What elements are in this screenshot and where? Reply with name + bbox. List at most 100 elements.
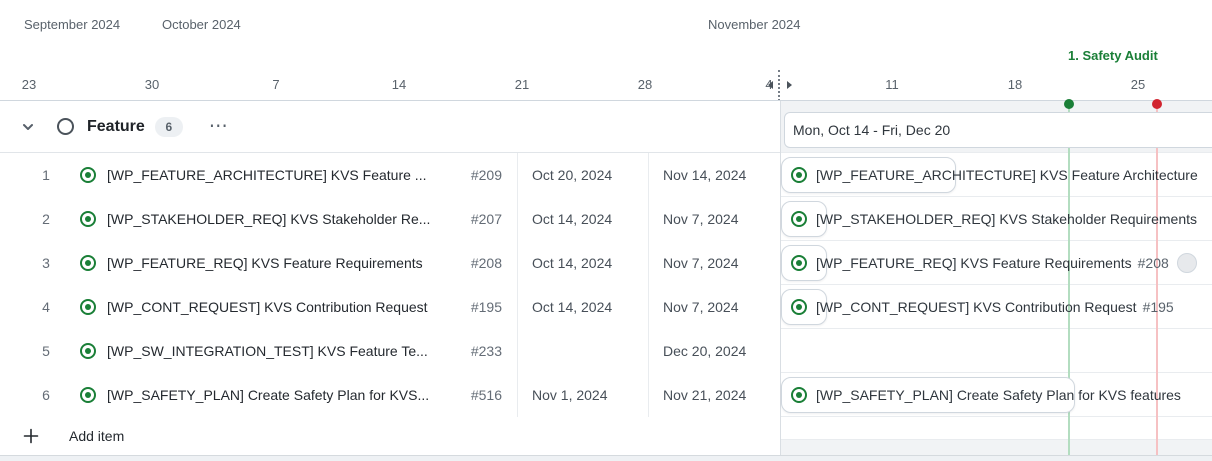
- issue-title[interactable]: [WP_FEATURE_REQ] KVS Feature Requirement…: [107, 255, 423, 271]
- row-main: 2 [WP_STAKEHOLDER_REQ] KVS Stakeholder R…: [0, 197, 517, 241]
- open-issue-icon: [80, 255, 96, 271]
- column-divider: [517, 153, 518, 417]
- chevron-down-icon: [23, 123, 33, 130]
- month-label: November 2024: [708, 17, 801, 32]
- issue-title[interactable]: [WP_SAFETY_PLAN] Create Safety Plan for …: [107, 387, 430, 403]
- date-tick: 30: [144, 77, 160, 92]
- timeline-row-divider: [781, 372, 1212, 373]
- add-item-row[interactable]: Add item: [0, 417, 780, 455]
- resize-dotted-line: [778, 70, 780, 101]
- start-date-cell[interactable]: [517, 329, 648, 373]
- timeline-bar-title: [WP_STAKEHOLDER_REQ] KVS Stakeholder Req…: [816, 211, 1198, 227]
- timeline-bar-title: [WP_CONT_REQUEST] KVS Contribution Reque…: [816, 299, 1137, 315]
- issue-title[interactable]: [WP_SW_INTEGRATION_TEST] KVS Feature Te.…: [107, 343, 428, 359]
- target-date-cell[interactable]: Nov 7, 2024: [663, 211, 739, 227]
- timeline-marker-dot-red[interactable]: [1152, 99, 1162, 109]
- target-date-cell[interactable]: Nov 14, 2024: [663, 167, 747, 183]
- start-date-cell[interactable]: Oct 14, 2024: [532, 299, 613, 315]
- table-row[interactable]: 3 [WP_FEATURE_REQ] KVS Feature Requireme…: [0, 241, 780, 286]
- timeline-bar[interactable]: [WP_FEATURE_REQ] KVS Feature Requirement…: [781, 245, 1197, 281]
- open-issue-icon: [80, 167, 96, 183]
- issue-number: #207: [470, 211, 502, 227]
- timeline-row-divider: [781, 152, 1212, 153]
- milestone-label: 1. Safety Audit: [1068, 48, 1158, 63]
- start-date-cell[interactable]: Oct 14, 2024: [532, 211, 613, 227]
- timeline-bar[interactable]: [WP_FEATURE_ARCHITECTURE] KVS Feature Ar…: [781, 157, 1198, 193]
- row-number: 1: [42, 167, 50, 183]
- plus-icon: [23, 428, 39, 444]
- row-number: 2: [42, 211, 50, 227]
- month-label: September 2024: [24, 17, 121, 32]
- row-number: 4: [42, 299, 50, 315]
- start-date-cell[interactable]: Oct 14, 2024: [532, 255, 613, 271]
- milestone-line-red: [1156, 104, 1158, 455]
- open-issue-icon: [791, 387, 807, 403]
- resize-right-arrow-icon: [787, 81, 792, 89]
- table-row[interactable]: 1 [WP_FEATURE_ARCHITECTURE] KVS Feature …: [0, 153, 780, 198]
- table-row[interactable]: 4 [WP_CONT_REQUEST] KVS Contribution Req…: [0, 285, 780, 330]
- timeline-pane: Mon, Oct 14 - Fri, Dec 20 [WP_FEATURE_AR…: [780, 0, 1212, 461]
- kebab-icon: ⋯: [208, 116, 228, 137]
- timeline-row-divider: [781, 240, 1212, 241]
- row-main: 1 [WP_FEATURE_ARCHITECTURE] KVS Feature …: [0, 153, 517, 197]
- timeline-bar-content: [WP_STAKEHOLDER_REQ] KVS Stakeholder Req…: [791, 202, 1197, 236]
- timeline-row-divider: [781, 328, 1212, 329]
- timeline-marker-dot-safety-audit[interactable]: [1064, 99, 1074, 109]
- group-menu-button[interactable]: ⋯: [205, 117, 232, 136]
- open-issue-icon: [80, 387, 96, 403]
- column-divider: [648, 153, 649, 417]
- issue-number: #208: [470, 255, 502, 271]
- table-row[interactable]: 2 [WP_STAKEHOLDER_REQ] KVS Stakeholder R…: [0, 197, 780, 242]
- timeline-bar-content: [WP_FEATURE_ARCHITECTURE] KVS Feature Ar…: [791, 158, 1198, 192]
- date-tick: 18: [1007, 77, 1023, 92]
- column-resize-handle-icon[interactable]: [767, 70, 793, 101]
- timeline-bar-title: [WP_SAFETY_PLAN] Create Safety Plan for …: [816, 387, 1181, 403]
- avatar: [1176, 253, 1197, 273]
- timeline-bar-issue-number: #195: [1142, 299, 1174, 315]
- date-tick: 11: [885, 77, 899, 92]
- open-issue-icon: [80, 343, 96, 359]
- collapse-group-button[interactable]: [16, 115, 40, 139]
- timeline-row-divider: [781, 416, 1212, 417]
- timeline-bar[interactable]: [WP_SAFETY_PLAN] Create Safety Plan for …: [781, 377, 1181, 413]
- open-issue-icon: [80, 299, 96, 315]
- timeline-bar[interactable]: [WP_CONT_REQUEST] KVS Contribution Reque…: [781, 289, 1174, 325]
- timeline-row-divider: [781, 196, 1212, 197]
- open-issue-icon: [791, 167, 807, 183]
- issue-title[interactable]: [WP_CONT_REQUEST] KVS Contribution Reque…: [107, 299, 428, 315]
- issue-title[interactable]: [WP_FEATURE_ARCHITECTURE] KVS Feature ..…: [107, 167, 427, 183]
- issue-number: #516: [470, 387, 502, 403]
- timeline-bar-content: [WP_SAFETY_PLAN] Create Safety Plan for …: [791, 378, 1181, 412]
- issue-title[interactable]: [WP_STAKEHOLDER_REQ] KVS Stakeholder Re.…: [107, 211, 431, 227]
- milestone-line-safety-audit: [1068, 104, 1070, 455]
- target-date-cell[interactable]: Nov 7, 2024: [663, 299, 739, 315]
- table-row[interactable]: 5 [WP_SW_INTEGRATION_TEST] KVS Feature T…: [0, 329, 780, 374]
- row-main: 5 [WP_SW_INTEGRATION_TEST] KVS Feature T…: [0, 329, 517, 373]
- row-number: 3: [42, 255, 50, 271]
- table-row[interactable]: 6 [WP_SAFETY_PLAN] Create Safety Plan fo…: [0, 373, 780, 418]
- start-date-cell[interactable]: Oct 20, 2024: [532, 167, 613, 183]
- row-number: 6: [42, 387, 50, 403]
- date-tick: 25: [1130, 77, 1146, 92]
- issue-number: #233: [470, 343, 502, 359]
- date-tick: 21: [514, 77, 530, 92]
- issue-number: #195: [470, 299, 502, 315]
- timeline-bar[interactable]: [WP_STAKEHOLDER_REQ] KVS Stakeholder Req…: [781, 201, 1197, 237]
- open-issue-icon: [791, 255, 807, 271]
- start-date-cell[interactable]: Nov 1, 2024: [532, 387, 608, 403]
- date-tick: 28: [637, 77, 653, 92]
- group-date-range: Mon, Oct 14 - Fri, Dec 20: [784, 112, 1212, 148]
- group-title: Feature: [87, 117, 145, 135]
- target-date-cell[interactable]: Nov 21, 2024: [663, 387, 747, 403]
- row-main: 4 [WP_CONT_REQUEST] KVS Contribution Req…: [0, 285, 517, 329]
- add-item-label: Add item: [69, 428, 125, 444]
- timeline-bar-content: [WP_CONT_REQUEST] KVS Contribution Reque…: [791, 290, 1174, 324]
- target-date-cell[interactable]: Dec 20, 2024: [663, 343, 747, 359]
- target-date-cell[interactable]: Nov 7, 2024: [663, 255, 739, 271]
- group-circle-icon: [57, 118, 74, 135]
- month-label: October 2024: [162, 17, 241, 32]
- date-tick: 23: [21, 77, 37, 92]
- timeline-bar-content: [WP_FEATURE_REQ] KVS Feature Requirement…: [791, 246, 1197, 280]
- open-issue-icon: [791, 211, 807, 227]
